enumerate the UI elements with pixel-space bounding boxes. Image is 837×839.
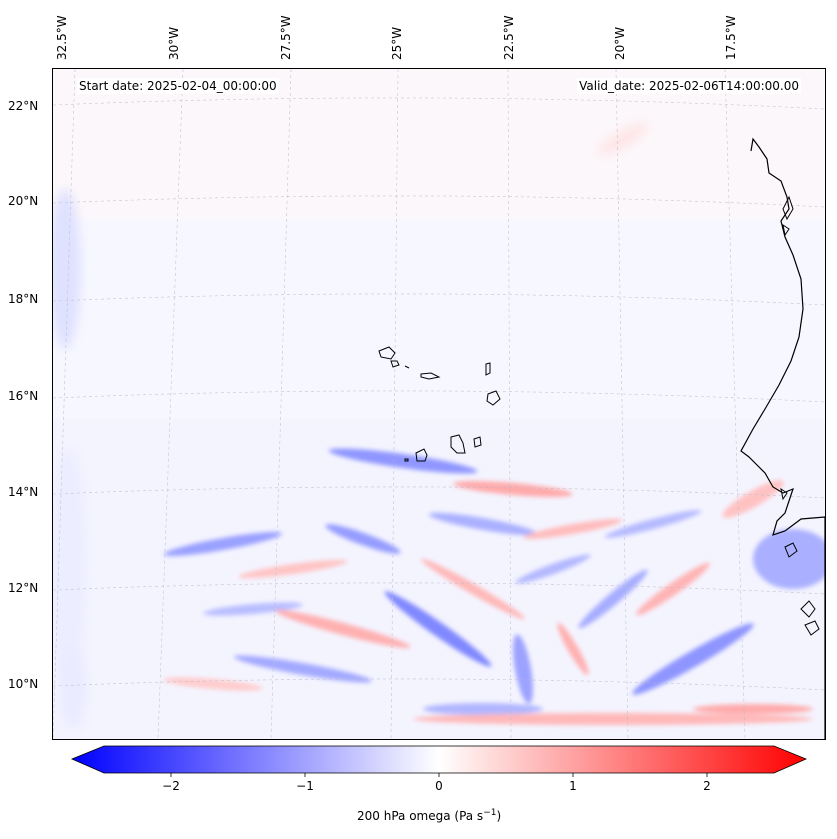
lat-label-12n: 12°N [8,581,39,595]
colorbar-tick-1: 1 [569,779,577,793]
colorbar-tick-2: 2 [703,779,711,793]
lat-label-20n: 20°N [8,194,39,208]
colorbar-tick-neg2: −2 [162,779,180,793]
colorbar-tick-neg1: −1 [296,779,314,793]
omega-field [53,69,825,739]
lon-label-30w: 30°W [167,26,181,60]
colorbar-bar [70,745,808,774]
valid-date-label: Valid_date: 2025-02-06T14:00:00.00 [577,78,801,94]
lat-label-14n: 14°N [8,485,39,499]
lat-label-22n: 22°N [8,99,39,113]
lon-label-22-5w: 22.5°W [502,15,516,60]
lat-label-18n: 18°N [8,292,39,306]
map-panel: Start date: 2025-02-04_00:00:00 Valid_da… [52,68,826,740]
lon-label-17-5w: 17.5°W [724,15,738,60]
lat-label-16n: 16°N [8,389,39,403]
cape-verde-islands [378,346,501,462]
africa-coastline [740,137,825,739]
lon-label-32-5w: 32.5°W [55,15,69,60]
colorbar-title: 200 hPa omega (Pa s−1) [357,808,502,823]
start-date-label: Start date: 2025-02-04_00:00:00 [77,78,279,94]
colorbar-tick-0: 0 [435,779,443,793]
colorbar [70,745,808,777]
lat-label-10n: 10°N [8,677,39,691]
lon-label-20w: 20°W [613,26,627,60]
lon-label-27-5w: 27.5°W [279,15,293,60]
lon-label-25w: 25°W [390,26,404,60]
